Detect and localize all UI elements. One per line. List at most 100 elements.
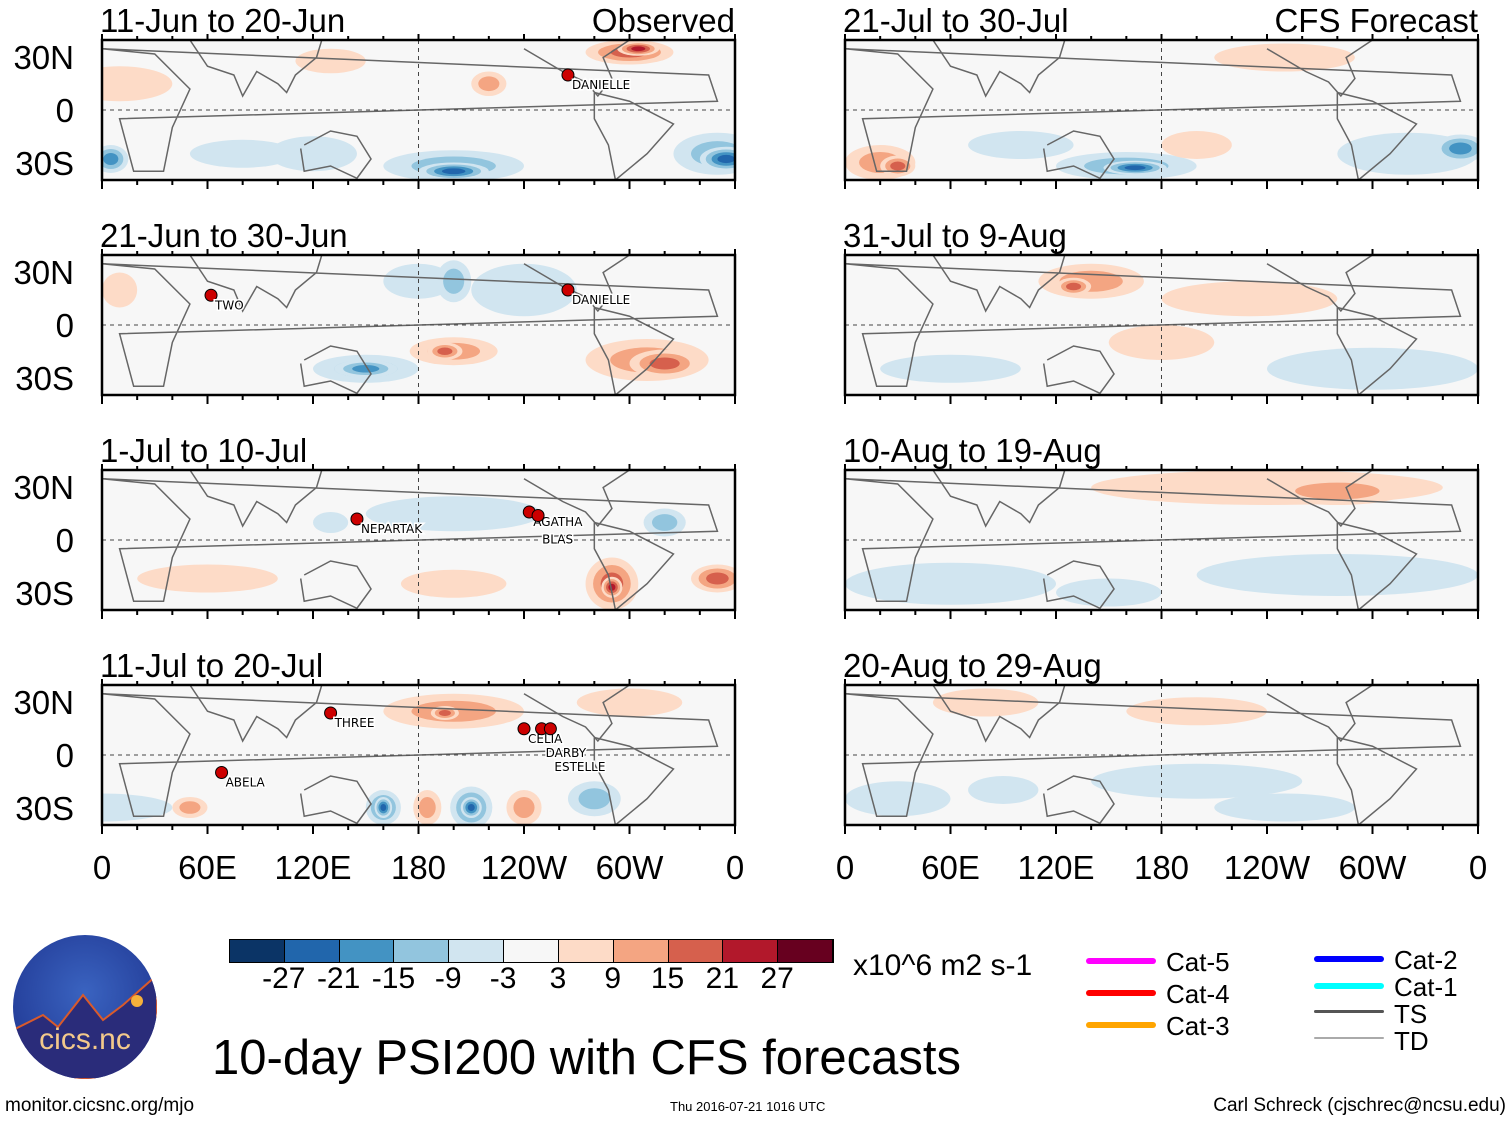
- legend-label: Cat-4: [1166, 979, 1230, 1009]
- map-panel: [843, 249, 1480, 404]
- anomaly-contour: [1295, 482, 1380, 500]
- anomaly-contour: [478, 76, 500, 92]
- footer-author: Carl Schreck (cjschrec@ncsu.edu): [1213, 1095, 1506, 1116]
- colorbar-swatch: [613, 940, 669, 962]
- y-tick-label: 30S: [15, 360, 74, 397]
- storm-label: DANIELLE: [572, 78, 630, 92]
- colorbar-label: -27: [262, 962, 306, 995]
- panel-title: 1-Jul to 10-Jul: [100, 432, 308, 469]
- coastline: [189, 40, 323, 98]
- x-tick-label: 120W: [480, 849, 568, 886]
- storm-marker-icon: [531, 509, 545, 522]
- panel-title: 10-Aug to 19-Aug: [843, 432, 1102, 469]
- anomaly-contour: [1196, 554, 1478, 596]
- anomaly-contour: [631, 46, 646, 52]
- coastline: [593, 521, 675, 610]
- x-tick-label: 120E: [274, 849, 352, 886]
- anomaly-contour: [1214, 43, 1355, 72]
- anomaly-contour: [295, 48, 366, 74]
- legend-label: Cat-2: [1394, 945, 1458, 975]
- storm-marker-icon: [350, 512, 364, 526]
- y-tick-label: 30N: [13, 39, 74, 76]
- coastline: [102, 478, 719, 602]
- anomaly-contour: [189, 139, 296, 168]
- legend-label: Cat-1: [1394, 972, 1458, 1002]
- map-panel: [843, 34, 1480, 189]
- coastline: [299, 560, 372, 610]
- cicsnc-logo: cics.nc: [13, 935, 157, 1079]
- map-panel: [843, 464, 1480, 619]
- legend-line-cat-5: [1086, 958, 1156, 964]
- anomaly-contour: [880, 354, 1021, 383]
- anomaly-contour: [649, 357, 680, 370]
- panel-title: 20-Aug to 29-Aug: [843, 647, 1102, 684]
- colorbar-label: -3: [489, 962, 517, 995]
- colorbar-label: 21: [705, 962, 740, 995]
- colorbar-label: -15: [371, 962, 416, 995]
- storm-marker-icon: [215, 766, 229, 779]
- anomaly-contour: [578, 788, 611, 810]
- y-tick-label: 30N: [13, 254, 74, 291]
- storm-label: BLAS: [542, 533, 573, 547]
- x-tick-label: 180: [1133, 849, 1190, 886]
- coastline: [932, 470, 1066, 528]
- panel-title: 11-Jun to 20-Jun: [100, 2, 346, 39]
- footer-timestamp: Thu 2016-07-21 1016 UTC: [670, 1099, 826, 1114]
- colorbar-swatch: [558, 940, 614, 962]
- anomaly-contour: [932, 688, 1039, 717]
- colorbar-label: 3: [549, 962, 567, 995]
- legend-label: TS: [1394, 999, 1428, 1029]
- map-panel: NEPARTAK AGATHA BLAS: [100, 464, 737, 619]
- coastline: [1042, 775, 1115, 825]
- coastline: [593, 306, 675, 395]
- anomaly-contour: [1161, 281, 1338, 317]
- legend-line-cat-1: [1314, 983, 1384, 989]
- anomaly-contour: [179, 801, 201, 814]
- anomaly-contour: [418, 797, 436, 818]
- panel-title: 31-Jul to 9-Aug: [843, 217, 1067, 254]
- colorbar-swatch: [394, 940, 450, 962]
- coastline: [593, 91, 675, 180]
- anomaly-contour: [467, 804, 475, 811]
- anomaly-contour: [890, 161, 906, 171]
- legend-line-cat-3: [1086, 1022, 1156, 1028]
- anomaly-contour: [400, 569, 507, 598]
- coastline: [932, 685, 1066, 743]
- coastline: [845, 48, 1462, 172]
- y-tick-label: 0: [55, 737, 74, 774]
- colorbar-swatch: [284, 940, 340, 962]
- x-tick-label: 60W: [1338, 849, 1407, 886]
- colorbar-swatch: [230, 940, 285, 962]
- footer-url[interactable]: monitor.cicsnc.org/mjo: [5, 1095, 195, 1116]
- y-tick-label: 30N: [13, 469, 74, 506]
- coastline: [593, 736, 675, 825]
- storm-label: TWO: [214, 298, 244, 312]
- anomaly-contour: [1124, 165, 1146, 171]
- panel-title: 11-Jul to 20-Jul: [100, 647, 324, 684]
- coastline: [1336, 306, 1418, 395]
- storm-label: THREE: [334, 716, 375, 730]
- coastline: [299, 130, 372, 180]
- storm-label: ESTELLE: [554, 760, 605, 774]
- anomaly-contour: [1108, 325, 1215, 360]
- coastline: [102, 693, 719, 817]
- legend-line-cat-4: [1086, 990, 1156, 996]
- coastline: [189, 470, 323, 528]
- map-panel: [843, 679, 1480, 834]
- anomaly-contour: [365, 496, 542, 532]
- anomaly-contour: [845, 562, 1056, 605]
- anomaly-contour: [443, 268, 465, 294]
- legend-label: Cat-5: [1166, 947, 1230, 977]
- anomaly-contour: [1161, 131, 1232, 159]
- anomaly-contour: [269, 136, 357, 172]
- x-tick-label: 0: [92, 849, 112, 886]
- anomaly-contour: [103, 153, 119, 165]
- coastline: [1042, 560, 1115, 610]
- y-tick-label: 0: [55, 92, 74, 129]
- anomaly-contour: [706, 572, 729, 585]
- legend-line-td: [1314, 1037, 1384, 1039]
- anomaly-contour: [717, 154, 735, 164]
- coastline: [1042, 130, 1115, 180]
- x-tick-label: 60E: [921, 849, 980, 886]
- anomaly-contour: [1214, 793, 1355, 822]
